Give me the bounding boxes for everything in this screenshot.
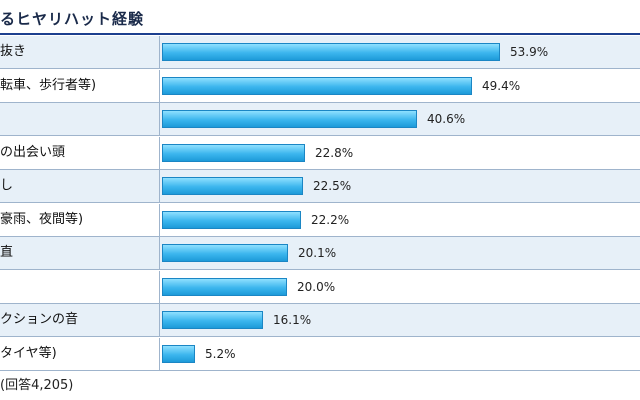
category-label: 直 [0, 237, 160, 269]
value-label: 22.5% [313, 179, 352, 193]
chart-row: タイヤ等) 5.2% [0, 338, 640, 371]
chart-row: 直 20.1% [0, 237, 640, 270]
bar [162, 77, 472, 95]
bar [162, 345, 195, 363]
chart-row: 豪雨、夜間等) 22.2% [0, 204, 640, 237]
category-label: し [0, 170, 160, 202]
category-label: 転車、歩行者等) [0, 70, 160, 102]
chart-row: し 22.5% [0, 170, 640, 203]
value-label: 53.9% [510, 45, 549, 59]
category-label: 豪雨、夜間等) [0, 204, 160, 236]
value-label: 5.2% [205, 347, 236, 361]
bar [162, 211, 301, 229]
chart-row: 40.6% [0, 103, 640, 136]
category-label: 抜き [0, 36, 160, 68]
bar [162, 144, 305, 162]
bar [162, 177, 303, 195]
chart-row: 転車、歩行者等) 49.4% [0, 70, 640, 103]
chart-row: 抜き 53.9% [0, 36, 640, 69]
chart-row: の出会い頭 22.8% [0, 137, 640, 170]
category-label [0, 103, 160, 135]
chart-row: クションの音 16.1% [0, 304, 640, 337]
value-label: 22.2% [311, 213, 350, 227]
bar [162, 278, 287, 296]
value-label: 40.6% [427, 112, 466, 126]
category-label: クションの音 [0, 304, 160, 336]
chart-title: るヒヤリハット経験 [0, 10, 145, 28]
value-label: 16.1% [273, 313, 312, 327]
bar [162, 244, 288, 262]
bar [162, 110, 417, 128]
chart-row: 20.0% [0, 271, 640, 304]
footnote: (回答4,205) [0, 378, 74, 393]
value-label: 20.1% [298, 246, 337, 260]
bar [162, 311, 263, 329]
value-label: 22.8% [315, 146, 354, 160]
bar [162, 43, 500, 61]
title-divider [0, 33, 640, 35]
category-label: の出会い頭 [0, 137, 160, 169]
value-label: 49.4% [482, 79, 521, 93]
bar-chart: 抜き 53.9% 転車、歩行者等) 49.4% 40.6% の出会い頭 22.8% し 22.5… [0, 36, 640, 372]
category-label: タイヤ等) [0, 338, 160, 370]
value-label: 20.0% [297, 280, 336, 294]
category-label [0, 271, 160, 303]
